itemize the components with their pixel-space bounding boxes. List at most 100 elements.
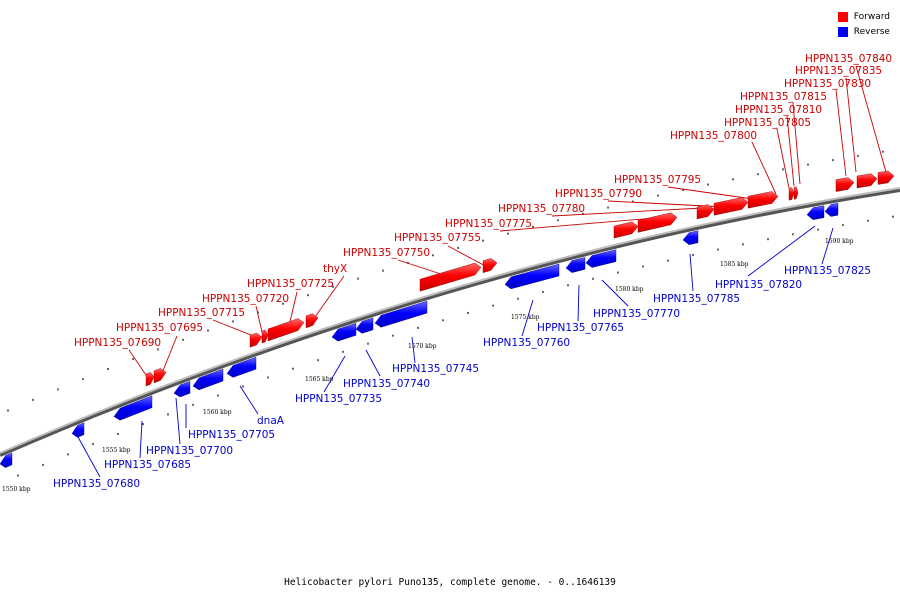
gene-label[interactable]: thyX bbox=[323, 263, 347, 275]
gene-label[interactable]: HPPN135_07760 bbox=[483, 337, 570, 349]
gene-label[interactable]: HPPN135_07685 bbox=[104, 459, 191, 471]
gene-label[interactable]: HPPN135_07780 bbox=[498, 203, 585, 215]
gene-label[interactable]: HPPN135_07720 bbox=[202, 293, 289, 305]
legend-reverse-label: Reverse bbox=[853, 26, 890, 37]
forward-gene-arrow[interactable] bbox=[713, 197, 749, 216]
forward-gene-arrow[interactable] bbox=[613, 221, 639, 239]
leader-line bbox=[77, 436, 101, 478]
forward-gene-arrow[interactable] bbox=[419, 262, 482, 292]
scale-label: 1555 kbp bbox=[102, 447, 131, 454]
gene-label[interactable]: HPPN135_07705 bbox=[188, 429, 275, 441]
forward-gene-arrow[interactable] bbox=[835, 177, 855, 192]
forward-gene-arrow[interactable] bbox=[793, 186, 799, 200]
leader-line bbox=[175, 397, 181, 445]
leader-line bbox=[323, 355, 346, 393]
scale-label: 1590 kbp bbox=[825, 238, 854, 245]
forward-gene-arrow[interactable] bbox=[788, 187, 795, 201]
leader-line bbox=[845, 77, 857, 173]
reverse-gene-arrow[interactable] bbox=[806, 205, 825, 220]
gene-label[interactable]: HPPN135_07800 bbox=[670, 130, 757, 142]
reverse-labels: HPPN135_07680 HPPN135_07685 HPPN135_0770… bbox=[53, 265, 871, 490]
forward-gene-arrow[interactable] bbox=[482, 258, 498, 273]
gene-label[interactable]: HPPN135_07775 bbox=[445, 218, 532, 230]
scale-label: 1575 kbp bbox=[511, 314, 540, 321]
gene-label[interactable]: HPPN135_07795 bbox=[614, 174, 701, 186]
gene-label[interactable]: HPPN135_07745 bbox=[392, 363, 479, 375]
gene-label[interactable]: HPPN135_07815 bbox=[740, 91, 827, 103]
leader-line bbox=[751, 141, 777, 195]
forward-gene-arrow[interactable] bbox=[249, 332, 263, 348]
leader-line bbox=[411, 336, 416, 364]
leader-line bbox=[139, 420, 143, 459]
forward-gene-arrow[interactable] bbox=[637, 212, 678, 233]
gene-label[interactable]: HPPN135_07810 bbox=[735, 104, 822, 116]
leader-line bbox=[667, 186, 761, 201]
gene-label[interactable]: HPPN135_07725 bbox=[247, 278, 334, 290]
reverse-gene-arrow[interactable] bbox=[226, 356, 257, 378]
leader-line bbox=[288, 291, 298, 327]
reverse-gene-arrow[interactable] bbox=[585, 249, 617, 268]
gene-label[interactable]: HPPN135_07785 bbox=[653, 293, 740, 305]
gene-label[interactable]: dnaA bbox=[257, 415, 285, 427]
reverse-gene-arrow[interactable] bbox=[192, 368, 224, 391]
leader-line bbox=[786, 115, 795, 187]
reverse-swatch bbox=[837, 26, 848, 37]
leader-line bbox=[855, 65, 887, 173]
reverse-gene-arrow[interactable] bbox=[0, 452, 13, 468]
gene-label[interactable]: HPPN135_07700 bbox=[146, 445, 233, 457]
gene-label[interactable]: HPPN135_07765 bbox=[537, 322, 624, 334]
genome-caption: Helicobacter pylori Puno135, complete ge… bbox=[284, 577, 616, 588]
gene-label[interactable]: HPPN135_07715 bbox=[158, 307, 245, 319]
reverse-gene-arrow[interactable] bbox=[355, 317, 374, 334]
legend-forward-label: Forward bbox=[853, 11, 890, 22]
reverse-gene-arrow[interactable] bbox=[113, 395, 153, 421]
gene-label[interactable]: HPPN135_07830 bbox=[784, 78, 871, 90]
gene-label[interactable]: HPPN135_07695 bbox=[116, 322, 203, 334]
reverse-gene-arrow[interactable] bbox=[682, 230, 699, 245]
forward-gene-arrow[interactable] bbox=[145, 372, 155, 387]
leader-line bbox=[577, 284, 580, 322]
gene-label[interactable]: HPPN135_07840 bbox=[805, 53, 892, 65]
gene-label[interactable]: HPPN135_07835 bbox=[795, 65, 882, 77]
forward-gene-arrow[interactable] bbox=[856, 173, 878, 189]
gene-label[interactable]: HPPN135_07735 bbox=[295, 393, 382, 405]
gene-label[interactable]: HPPN135_07790 bbox=[555, 188, 642, 200]
legend-reverse: Reverse bbox=[837, 24, 890, 39]
reverse-gene-arrow[interactable] bbox=[71, 422, 85, 438]
reverse-gene-arrow[interactable] bbox=[565, 257, 586, 273]
gene-label[interactable]: HPPN135_07770 bbox=[593, 308, 680, 320]
genome-backbone-shadow bbox=[0, 188, 900, 457]
scale-label: 1570 kbp bbox=[408, 343, 437, 350]
reverse-gene-arrow[interactable] bbox=[374, 300, 428, 328]
reverse-gene-arrow[interactable] bbox=[173, 380, 191, 398]
leader-line bbox=[821, 227, 834, 265]
leader-line bbox=[776, 128, 790, 189]
forward-gene-arrow[interactable] bbox=[267, 318, 305, 342]
gene-label[interactable]: HPPN135_07820 bbox=[715, 279, 802, 291]
scale-label: 1565 kbp bbox=[305, 376, 334, 383]
gene-label[interactable]: HPPN135_07750 bbox=[343, 247, 430, 259]
gene-label[interactable]: HPPN135_07755 bbox=[394, 232, 481, 244]
forward-gene-arrow[interactable] bbox=[877, 170, 895, 185]
leader-line bbox=[447, 245, 490, 269]
forward-gene-arrow[interactable] bbox=[696, 204, 715, 220]
reverse-gene-arrow[interactable] bbox=[504, 263, 560, 290]
gene-label[interactable]: HPPN135_07690 bbox=[74, 337, 161, 349]
forward-gene-arrow[interactable] bbox=[747, 191, 779, 209]
scale-label: 1560 kbp bbox=[203, 409, 232, 416]
forward-labels: HPPN135_07690 HPPN135_07695 HPPN135_0771… bbox=[74, 53, 892, 349]
gene-label[interactable]: HPPN135_07680 bbox=[53, 478, 140, 490]
scale-label: 1585 kbp bbox=[720, 261, 749, 268]
forward-gene-arrow[interactable] bbox=[305, 313, 319, 329]
forward-gene-arrow[interactable] bbox=[153, 368, 167, 384]
reverse-gene-arrow[interactable] bbox=[824, 202, 839, 217]
gene-label[interactable]: HPPN135_07825 bbox=[784, 265, 871, 277]
leader-line bbox=[747, 225, 816, 277]
leader-line bbox=[212, 319, 257, 338]
scale-label: 1580 kbp bbox=[615, 286, 644, 293]
forward-gene-arrow[interactable] bbox=[261, 329, 269, 344]
scale-label: 1550 kbp bbox=[2, 486, 31, 493]
gene-label[interactable]: HPPN135_07805 bbox=[724, 117, 811, 129]
gene-label[interactable]: HPPN135_07740 bbox=[343, 378, 430, 390]
legend-forward: Forward bbox=[837, 9, 890, 24]
